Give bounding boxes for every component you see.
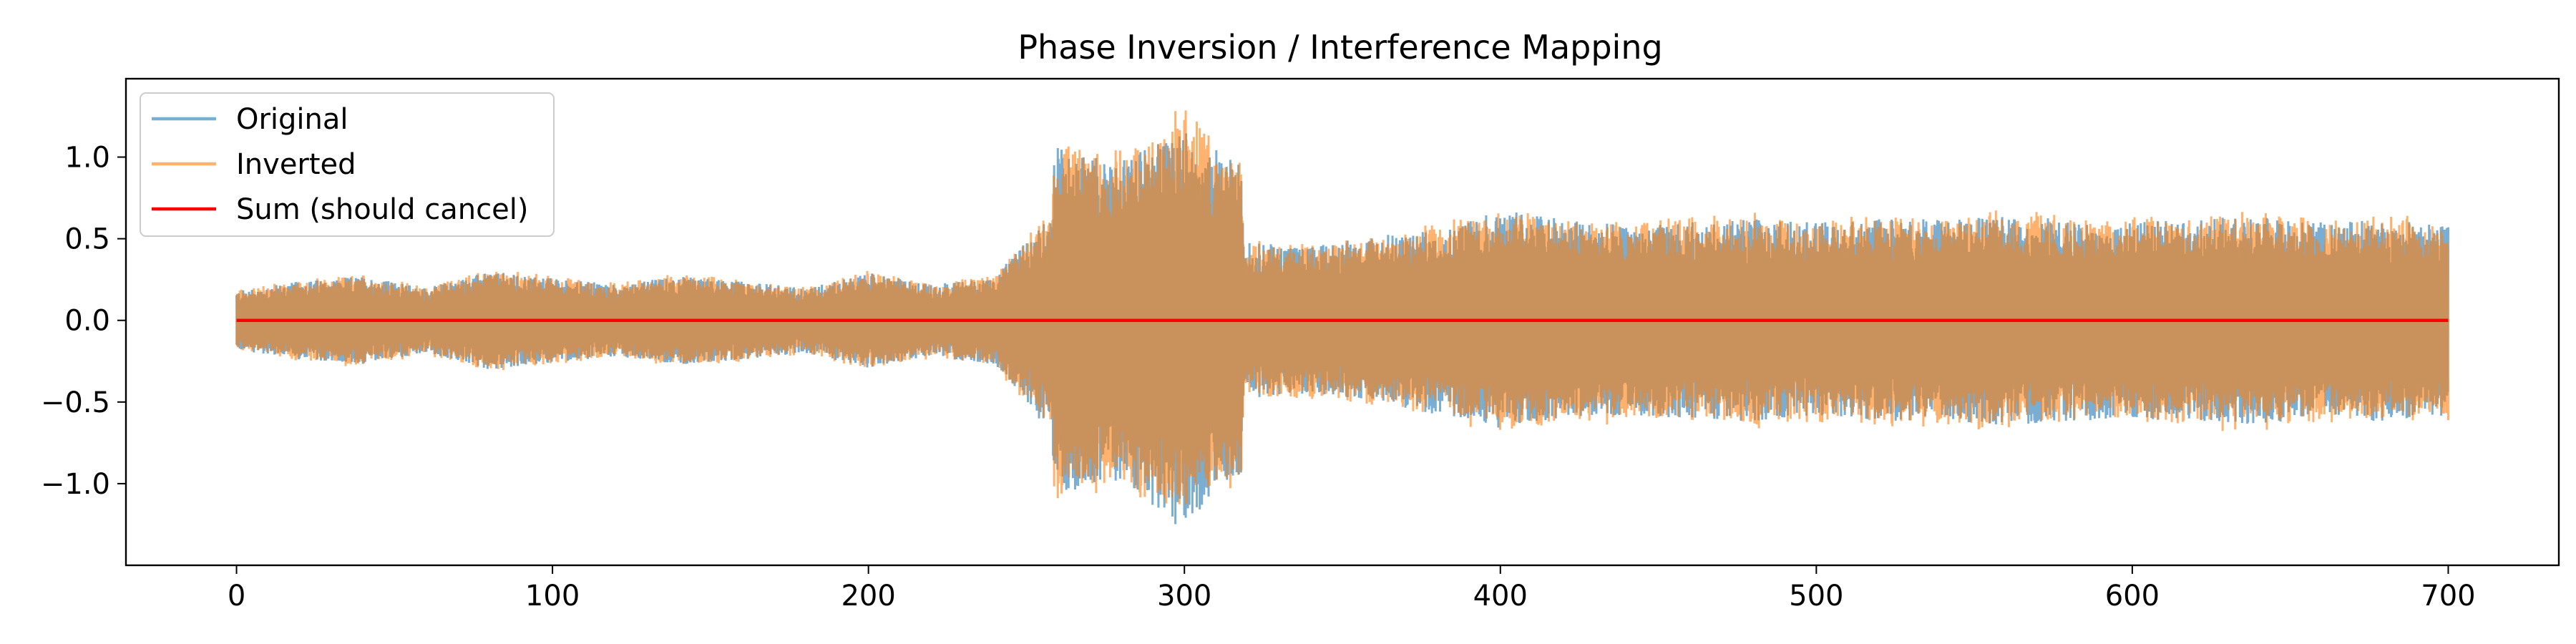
y-tick-label: −1.0 <box>41 468 110 501</box>
legend-label-inverted: Inverted <box>236 148 356 181</box>
series-inverted-line <box>235 110 2449 504</box>
series-original-line <box>235 133 2449 525</box>
axes-frame <box>125 77 2560 567</box>
legend-label-original: Original <box>236 103 348 136</box>
x-tick-label: 200 <box>841 580 895 613</box>
x-tick-label: 300 <box>1157 580 1211 613</box>
x-tick-label: 600 <box>2105 580 2160 613</box>
series-layer <box>235 110 2449 525</box>
y-tick-label: −0.5 <box>41 386 110 419</box>
x-tick-label: 100 <box>525 580 580 613</box>
x-tick-label: 500 <box>1789 580 1843 613</box>
x-tick-label: 700 <box>2421 580 2475 613</box>
x-tick-label: 400 <box>1473 580 1528 613</box>
plot-area <box>125 77 2560 567</box>
y-tick-label: 1.0 <box>64 142 110 175</box>
y-axis: −1.0 −0.5 0.0 0.5 1.0 <box>41 142 126 501</box>
y-tick-label: 0.0 <box>64 305 110 338</box>
legend-frame <box>140 92 555 237</box>
chart-title: Phase Inversion / Interference Mapping <box>1018 28 1662 67</box>
legend: Original Inverted Sum (should cancel) <box>140 92 555 237</box>
x-tick-label: 0 <box>228 580 245 613</box>
x-axis: 0 100 200 300 400 500 600 700 <box>228 565 2476 613</box>
legend-label-sum: Sum (should cancel) <box>236 193 528 226</box>
y-tick-label: 0.5 <box>64 223 110 256</box>
